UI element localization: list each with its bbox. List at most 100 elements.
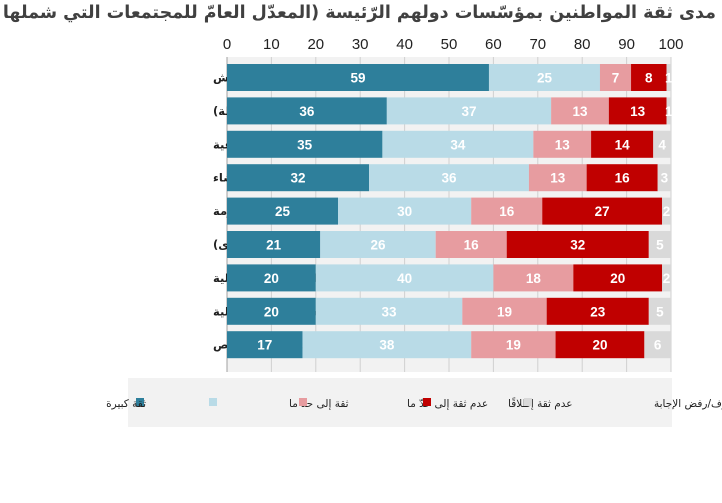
data-label: 37 — [461, 104, 476, 119]
bar-segment — [662, 264, 671, 292]
bar-segment — [644, 331, 671, 359]
bar-segment — [657, 164, 671, 192]
data-label: 2 — [663, 271, 671, 286]
data-label: 16 — [499, 204, 515, 219]
x-tick-label: 70 — [529, 36, 546, 53]
bar-segment — [462, 297, 547, 325]
x-tick-label: 40 — [396, 36, 413, 53]
data-label: 20 — [264, 304, 279, 319]
bar-segment — [227, 264, 316, 292]
bar-segment — [315, 264, 494, 292]
data-label: 13 — [630, 104, 646, 119]
data-label: 26 — [370, 238, 386, 253]
data-label: 20 — [610, 271, 625, 286]
data-label: 23 — [590, 304, 606, 319]
data-label: 32 — [291, 171, 306, 186]
data-label: 1 — [665, 104, 673, 119]
bar-segment — [528, 164, 587, 192]
data-label: 59 — [350, 71, 365, 86]
bar-segment — [506, 231, 649, 258]
data-label: 38 — [379, 338, 395, 353]
bar-segment — [546, 297, 649, 325]
bar-segment — [382, 130, 534, 158]
data-label: 2 — [663, 204, 671, 219]
x-tick-label: 60 — [485, 36, 502, 53]
bar-segment — [573, 264, 663, 292]
bar-segment — [471, 331, 556, 359]
bar-segment — [653, 130, 671, 158]
data-label: 17 — [257, 338, 272, 353]
legend-label: عدم ثقة إطلاقًا — [508, 397, 573, 410]
bar-segment — [488, 64, 600, 91]
legend-swatch — [423, 398, 431, 406]
data-label: 30 — [397, 204, 412, 219]
bar-segment — [471, 197, 543, 225]
data-label: 20 — [592, 338, 607, 353]
bar-segment — [227, 231, 321, 258]
data-label: 4 — [658, 137, 666, 152]
bar-segment — [608, 97, 667, 125]
bar-segment — [369, 164, 529, 192]
data-label: 19 — [497, 304, 512, 319]
bar-segment — [666, 64, 671, 91]
legend-label: عدم ثقة إلى حدّ ما — [407, 398, 488, 410]
bar-segment — [435, 231, 507, 258]
bar-segment — [493, 264, 574, 292]
bar-segment — [338, 197, 472, 225]
data-label: 36 — [441, 171, 457, 186]
bar-segment — [551, 97, 609, 125]
bar-segment — [533, 130, 592, 158]
bar-segment — [599, 64, 632, 91]
bar-segment — [666, 97, 671, 125]
bar-segment — [591, 130, 654, 158]
data-label: 3 — [661, 171, 669, 186]
data-label: 13 — [550, 171, 566, 186]
bar-segment — [227, 164, 370, 192]
data-label: 34 — [450, 137, 466, 152]
legend-swatch — [299, 398, 307, 406]
data-label: 1 — [665, 71, 673, 86]
data-label: 25 — [537, 71, 553, 86]
bar-segment — [227, 130, 383, 158]
bar-segment — [648, 297, 671, 325]
bar-segment — [227, 297, 316, 325]
data-label: 8 — [645, 71, 653, 86]
bar-segment — [302, 331, 472, 359]
bar-segment — [315, 297, 463, 325]
legend-label: ثقة كبيرة — [106, 398, 146, 410]
bar-segment — [227, 197, 338, 225]
bar-segment — [542, 197, 663, 225]
legend-swatch — [209, 398, 217, 406]
data-label: 7 — [612, 71, 620, 86]
bar-segment — [227, 331, 303, 359]
data-label: 35 — [297, 137, 313, 152]
legend-box — [128, 378, 672, 427]
data-label: 21 — [266, 238, 282, 253]
data-label: 16 — [464, 238, 480, 253]
x-tick-label: 10 — [263, 36, 280, 53]
data-label: 33 — [382, 304, 398, 319]
x-tick-label: 0 — [223, 36, 231, 53]
bar-segment — [320, 231, 436, 258]
data-label: 32 — [570, 238, 585, 253]
data-label: 25 — [275, 204, 291, 219]
legend-swatch — [136, 398, 144, 406]
data-label: 18 — [526, 271, 542, 286]
data-label: 5 — [656, 238, 664, 253]
data-label: 36 — [299, 104, 315, 119]
bar-segment — [586, 164, 658, 192]
bar-segment — [662, 197, 671, 225]
data-label: 16 — [615, 171, 631, 186]
data-label: 6 — [654, 338, 662, 353]
bar-segment — [227, 64, 489, 91]
data-label: 27 — [595, 204, 610, 219]
data-label: 20 — [264, 271, 279, 286]
legend-label: ثقة إلى حدّ ما — [289, 398, 349, 410]
bar-segment — [555, 331, 645, 359]
x-tick-label: 100 — [658, 36, 683, 53]
x-tick-label: 30 — [352, 36, 369, 53]
chart-title: مدى ثقة المواطنين بمؤسّسات دولهم الرّئيس… — [0, 3, 716, 23]
legend-label: لا أعرف/رفض الإجابة — [654, 396, 722, 410]
bar-segment — [386, 97, 552, 125]
